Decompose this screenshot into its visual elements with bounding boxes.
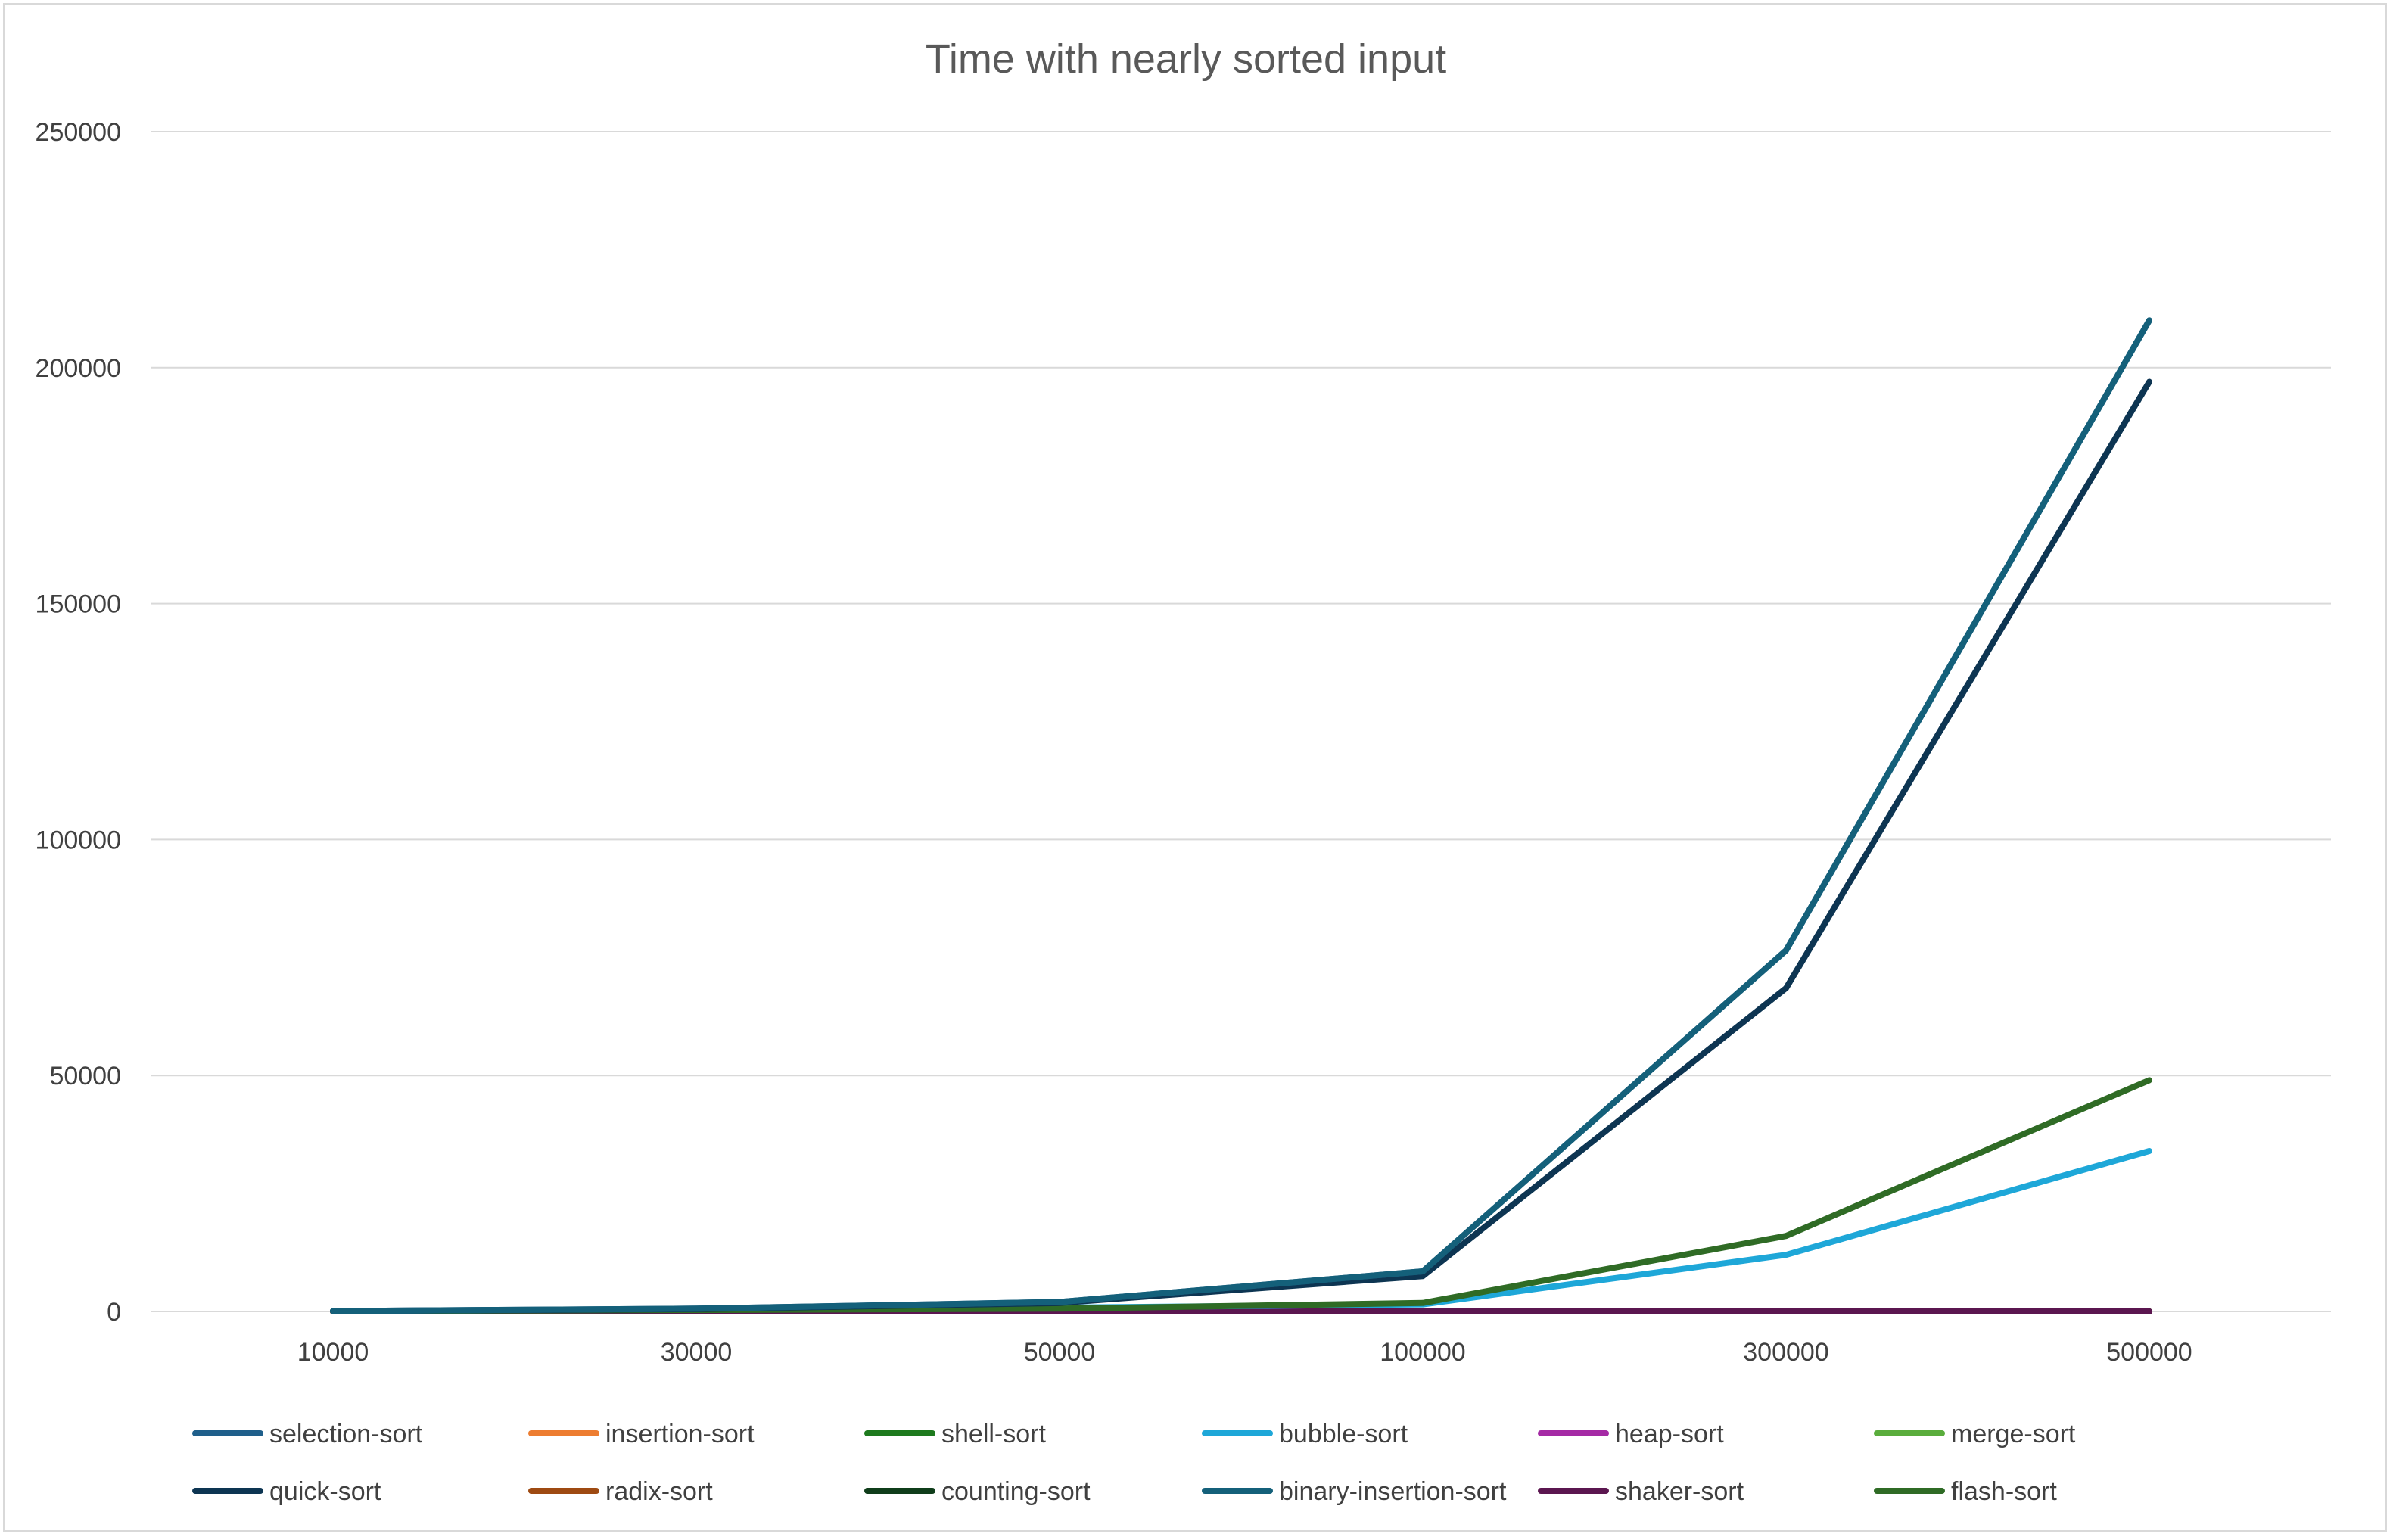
x-tick-label: 100000 xyxy=(1380,1338,1465,1367)
legend-label: insertion-sort xyxy=(605,1420,755,1448)
series-lines xyxy=(330,317,2152,1314)
y-tick-label: 200000 xyxy=(36,354,121,383)
y-tick-label: 150000 xyxy=(36,590,121,619)
legend-label: counting-sort xyxy=(941,1477,1091,1506)
line-chart: Time with nearly sorted input 0500001000… xyxy=(36,36,2331,1506)
x-tick-label: 300000 xyxy=(1743,1338,1828,1367)
x-tick-label: 500000 xyxy=(2106,1338,2192,1367)
legend-label: radix-sort xyxy=(605,1477,713,1506)
series-line-flash-sort xyxy=(330,1077,2152,1314)
chart-title: Time with nearly sorted input xyxy=(926,36,1446,82)
chart-frame: Time with nearly sorted input 0 50000 1000… xyxy=(3,3,2387,1532)
data-point-shaker-sort xyxy=(2149,1311,2150,1312)
data-point-quick-sort xyxy=(2149,381,2150,383)
x-tick-label: 50000 xyxy=(1024,1338,1096,1367)
legend-item-insertion-sort[interactable]: insertion-sort xyxy=(528,1420,755,1448)
x-tick-label: 10000 xyxy=(297,1338,369,1367)
legend: selection-sort insertion-sort shell-sort bu… xyxy=(192,1420,2076,1506)
legend-label: selection-sort xyxy=(269,1420,423,1448)
series-line-selection-sort xyxy=(330,317,2152,1314)
y-tick-label: 0 xyxy=(107,1298,121,1327)
data-point-binary-insertion-sort xyxy=(2149,319,2150,321)
data-point-flash-sort xyxy=(1785,1235,1787,1237)
legend-label: binary-insertion-sort xyxy=(1279,1477,1507,1506)
legend-item-merge-sort[interactable]: merge-sort xyxy=(1874,1420,2076,1448)
x-axis-tick-labels: 10000 30000 50000 100000 300000 500000 xyxy=(297,1338,2192,1367)
data-point-flash-sort xyxy=(2149,1079,2150,1081)
data-point-quick-sort xyxy=(1422,1275,1424,1277)
y-tick-label: 100000 xyxy=(36,826,121,854)
series-line-quick-sort xyxy=(330,378,2152,1314)
data-point-shaker-sort xyxy=(1785,1311,1787,1312)
x-tick-label: 30000 xyxy=(661,1338,733,1367)
legend-item-quick-sort[interactable]: quick-sort xyxy=(192,1477,381,1506)
data-point-shaker-sort xyxy=(1422,1311,1424,1312)
legend-label: quick-sort xyxy=(269,1477,381,1506)
legend-label: shaker-sort xyxy=(1615,1477,1744,1506)
data-point-flash-sort xyxy=(1422,1302,1424,1304)
legend-item-heap-sort[interactable]: heap-sort xyxy=(1538,1420,1724,1448)
data-point-bubble-sort xyxy=(2149,1150,2150,1152)
legend-item-flash-sort[interactable]: flash-sort xyxy=(1874,1477,2057,1506)
gridlines xyxy=(151,131,2331,1312)
y-tick-label: 50000 xyxy=(49,1062,121,1090)
legend-item-binary-insertion-sort[interactable]: binary-insertion-sort xyxy=(1202,1477,1507,1506)
legend-item-radix-sort[interactable]: radix-sort xyxy=(528,1477,713,1506)
legend-item-bubble-sort[interactable]: bubble-sort xyxy=(1202,1420,1408,1448)
legend-label: shell-sort xyxy=(941,1420,1046,1448)
legend-label: bubble-sort xyxy=(1279,1420,1408,1448)
data-point-binary-insertion-sort xyxy=(695,1308,697,1309)
legend-label: flash-sort xyxy=(1951,1477,2057,1506)
y-axis-tick-labels: 0 50000 100000 150000 200000 250000 xyxy=(36,118,121,1327)
y-tick-label: 250000 xyxy=(36,118,121,147)
legend-item-shell-sort[interactable]: shell-sort xyxy=(864,1420,1046,1448)
series-line-binary-insertion-sort xyxy=(330,317,2152,1314)
legend-item-selection-sort[interactable]: selection-sort xyxy=(192,1420,423,1448)
legend-label: heap-sort xyxy=(1615,1420,1724,1448)
legend-item-counting-sort[interactable]: counting-sort xyxy=(864,1477,1091,1506)
legend-label: merge-sort xyxy=(1951,1420,2076,1448)
legend-item-shaker-sort[interactable]: shaker-sort xyxy=(1538,1477,1744,1506)
